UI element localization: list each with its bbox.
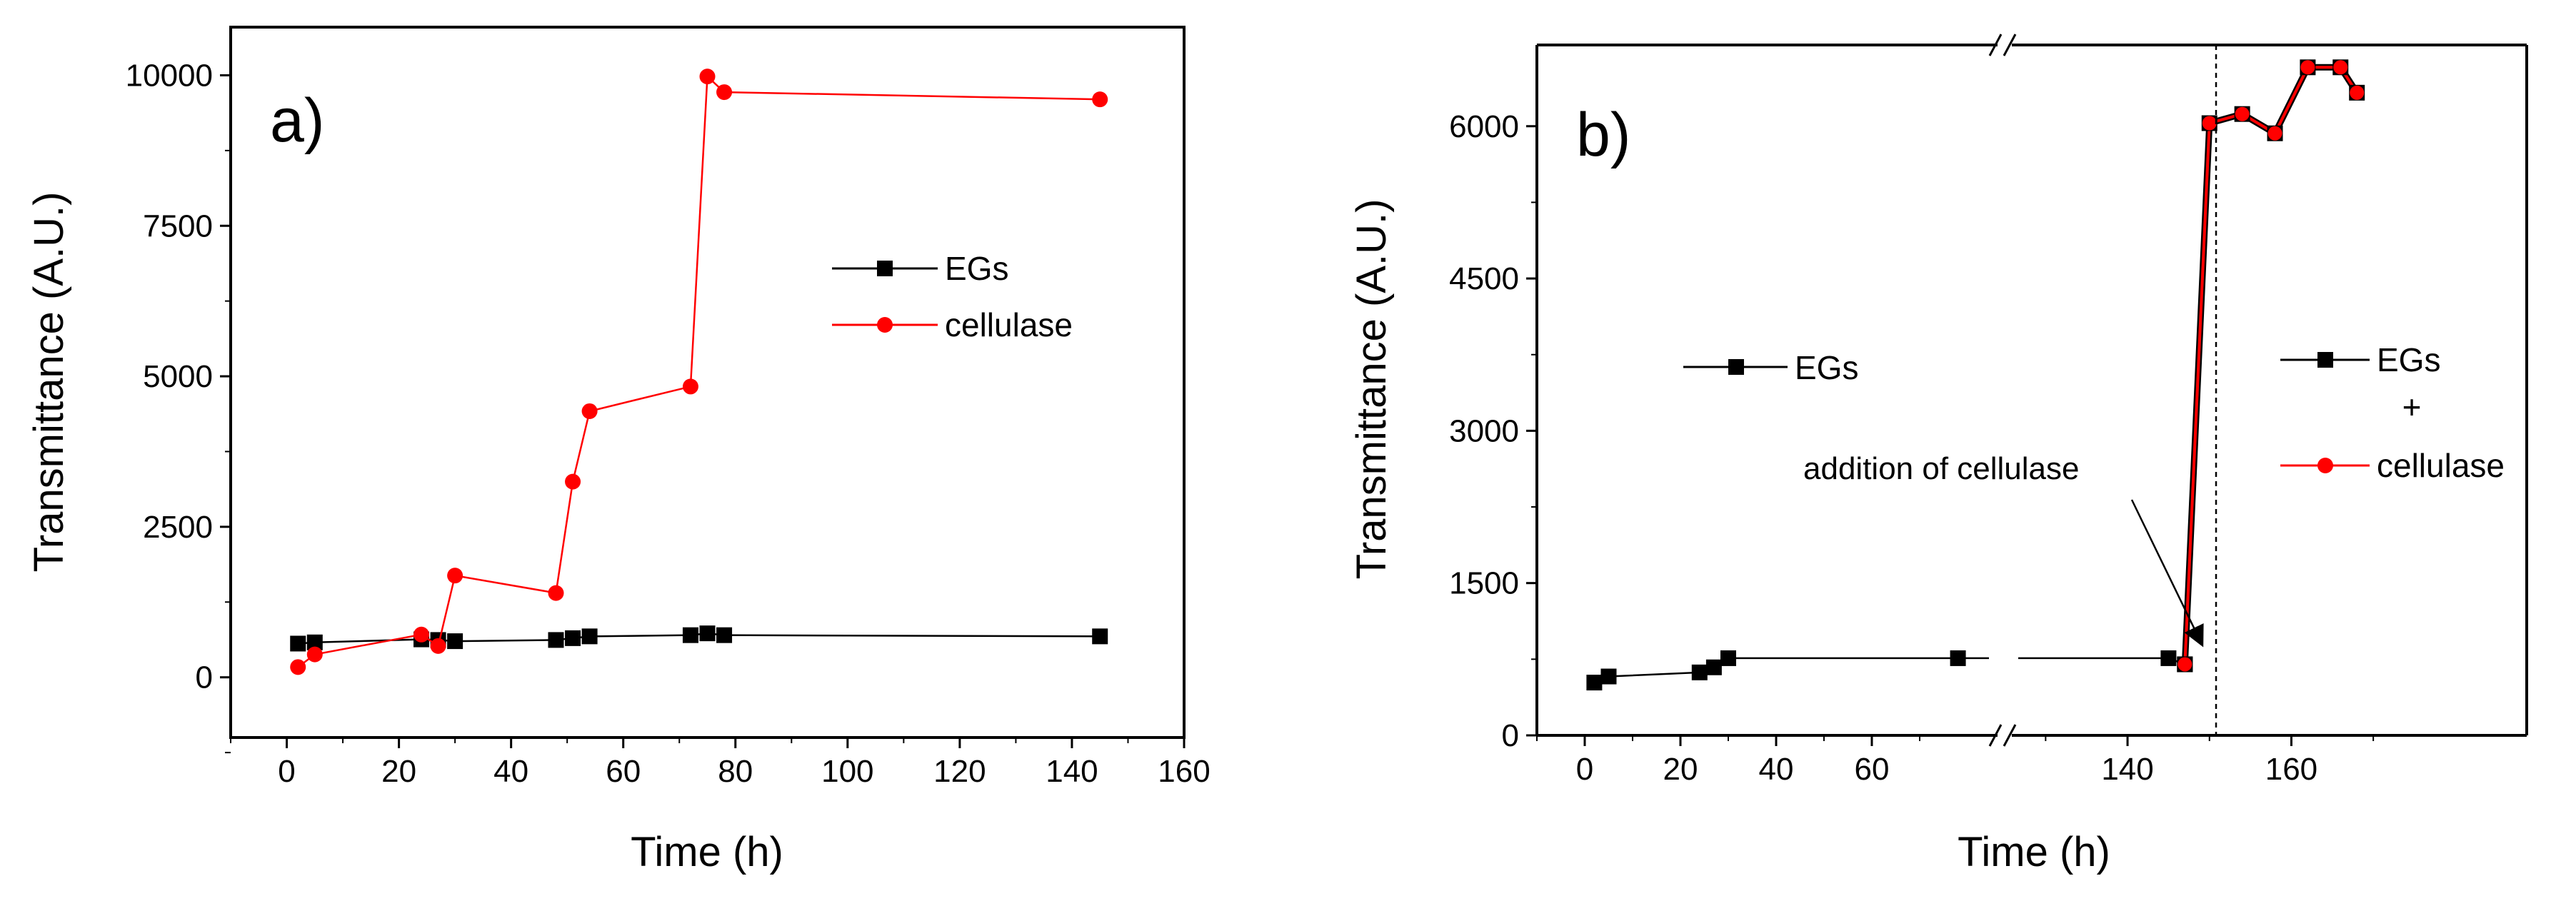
b-egs-point [1691, 664, 1708, 680]
a-y-tick-label: 7500 [143, 208, 213, 243]
a-cellulase-point [1092, 91, 1108, 108]
a-x-tick-label: 100 [821, 754, 873, 789]
panel-b-x-axis-title: Time (h) [1958, 829, 2110, 875]
legend-cellulase-marker [877, 317, 893, 333]
a-cellulase-point [430, 638, 446, 654]
panel-b: 0 20 40 60 140 160 0 1500 3000 4500 6000 b) Time (… [1348, 34, 2528, 875]
b-y-tick-label: 1500 [1449, 566, 1519, 601]
b-y-tick-label: 3000 [1449, 413, 1519, 448]
a-egs-point [581, 628, 598, 645]
a-cellulase-point [716, 84, 733, 101]
a-egs-point [682, 627, 698, 643]
b-combined-cellulase-point [2235, 106, 2250, 121]
panel-a-frame [229, 26, 1186, 739]
b-combined-cellulase-point [2350, 85, 2365, 100]
panel-a-y-axis-title: Transmittance (A.U.) [26, 192, 72, 573]
b-egs-point [1586, 675, 1603, 691]
b-egs-point [1950, 650, 1966, 666]
a-egs-point [565, 630, 581, 646]
b-combined-cellulase-point [2333, 60, 2348, 75]
b-x-tick-label: 0 [1576, 752, 1593, 787]
a-cellulase-point [699, 69, 716, 85]
panel-b-y-axis-title: Transmittance (A.U.) [1348, 199, 1395, 580]
b-combined-cellulase-point [2177, 657, 2192, 672]
b-combined-cellulase-point [2267, 126, 2282, 141]
panel-a-marks [290, 69, 1108, 675]
legend-b-cellulase-label: cellulase [2377, 447, 2505, 484]
a-y-tick-label: 2500 [143, 510, 213, 545]
a-x-tick-label: 40 [493, 754, 528, 789]
a-cellulase-point [565, 473, 581, 490]
a-x-tick-label: 80 [718, 754, 753, 789]
annotation-arrow [2130, 499, 2204, 648]
legend-b-combined-egs-label: EGs [2377, 341, 2440, 378]
panel-a: 0 20 40 60 80 100 120 140 160025005000750010000 … [26, 26, 1211, 875]
b-x-tick-label: 40 [1759, 752, 1794, 787]
a-cellulase-point [548, 585, 564, 601]
panel-a-legend: EGs cellulase [832, 250, 1073, 343]
legend-b-egs-marker [1728, 359, 1744, 375]
a-x-tick-label: 160 [1158, 754, 1210, 789]
legend-b-cellulase-marker [2317, 458, 2333, 473]
b-egs-point [1705, 659, 1722, 675]
a-y-tick-label: 0 [196, 660, 213, 695]
b-x-tick-label: 160 [2265, 752, 2317, 787]
annotation-addition-of-cellulase: addition of cellulase [1803, 451, 2079, 486]
b-x-tick-label: 60 [1855, 752, 1890, 787]
axis-break-marks [1988, 34, 2017, 747]
a-x-tick-label: 0 [278, 754, 295, 789]
panel-a-x-axis-title: Time (h) [631, 829, 783, 875]
panel-b-legend-egs: EGs [1683, 349, 1858, 386]
panel-b-label: b) [1576, 101, 1630, 169]
b-y-tick-label: 4500 [1449, 261, 1519, 296]
a-x-tick-label: 140 [1046, 754, 1098, 789]
a-cellulase-point [581, 403, 598, 419]
panel-a-ticks: 0 20 40 60 80 100 120 140 160 0 2500 5000 7500 10000 [126, 58, 1211, 789]
a-x-tick-label: 120 [933, 754, 986, 789]
b-egs-point [2160, 650, 2177, 666]
legend-egs-marker [877, 261, 893, 276]
b-combined-cellulase-point [2300, 60, 2315, 75]
a-y-tick-label: 10000 [126, 58, 213, 93]
panel-a-label: a) [270, 86, 324, 155]
panel-b-ticks: 0 20 40 60 140 160 0 1500 3000 4500 6000 [1449, 109, 2375, 787]
panel-b-legend-combined: EGs + cellulase [2280, 341, 2505, 484]
b-x-tick-label: 140 [2101, 752, 2153, 787]
a-cellulase-point [306, 646, 323, 663]
a-cellulase-point [447, 568, 463, 584]
b-egs-point [1600, 668, 1617, 685]
legend-b-plus: + [2402, 388, 2422, 426]
legend-b-combined-egs-marker [2317, 352, 2333, 368]
legend-egs-label: EGs [945, 250, 1008, 287]
a-egs-point [306, 634, 323, 650]
a-egs-point [548, 632, 564, 648]
legend-cellulase-label: cellulase [945, 306, 1073, 343]
b-x-tick-label: 20 [1663, 752, 1698, 787]
panel-b-marks [1586, 59, 2365, 691]
a-x-tick-label: 20 [381, 754, 416, 789]
b-combined-cellulase-point [2202, 116, 2217, 131]
a-cellulase-point [682, 378, 698, 395]
a-cellulase-point [290, 659, 306, 675]
a-egs-point [290, 635, 306, 652]
b-egs-point [1720, 650, 1736, 666]
a-x-tick-label: 60 [606, 754, 641, 789]
a-egs-point [447, 633, 463, 650]
a-egs-point [1092, 628, 1108, 645]
a-egs-point [699, 625, 716, 642]
a-egs-point [716, 627, 733, 643]
legend-b-egs-label: EGs [1795, 349, 1858, 386]
a-y-tick-label: 5000 [143, 359, 213, 394]
b-y-tick-label: 6000 [1449, 109, 1519, 144]
b-y-tick-label: 0 [1502, 718, 1519, 753]
a-cellulase-point [414, 626, 429, 643]
